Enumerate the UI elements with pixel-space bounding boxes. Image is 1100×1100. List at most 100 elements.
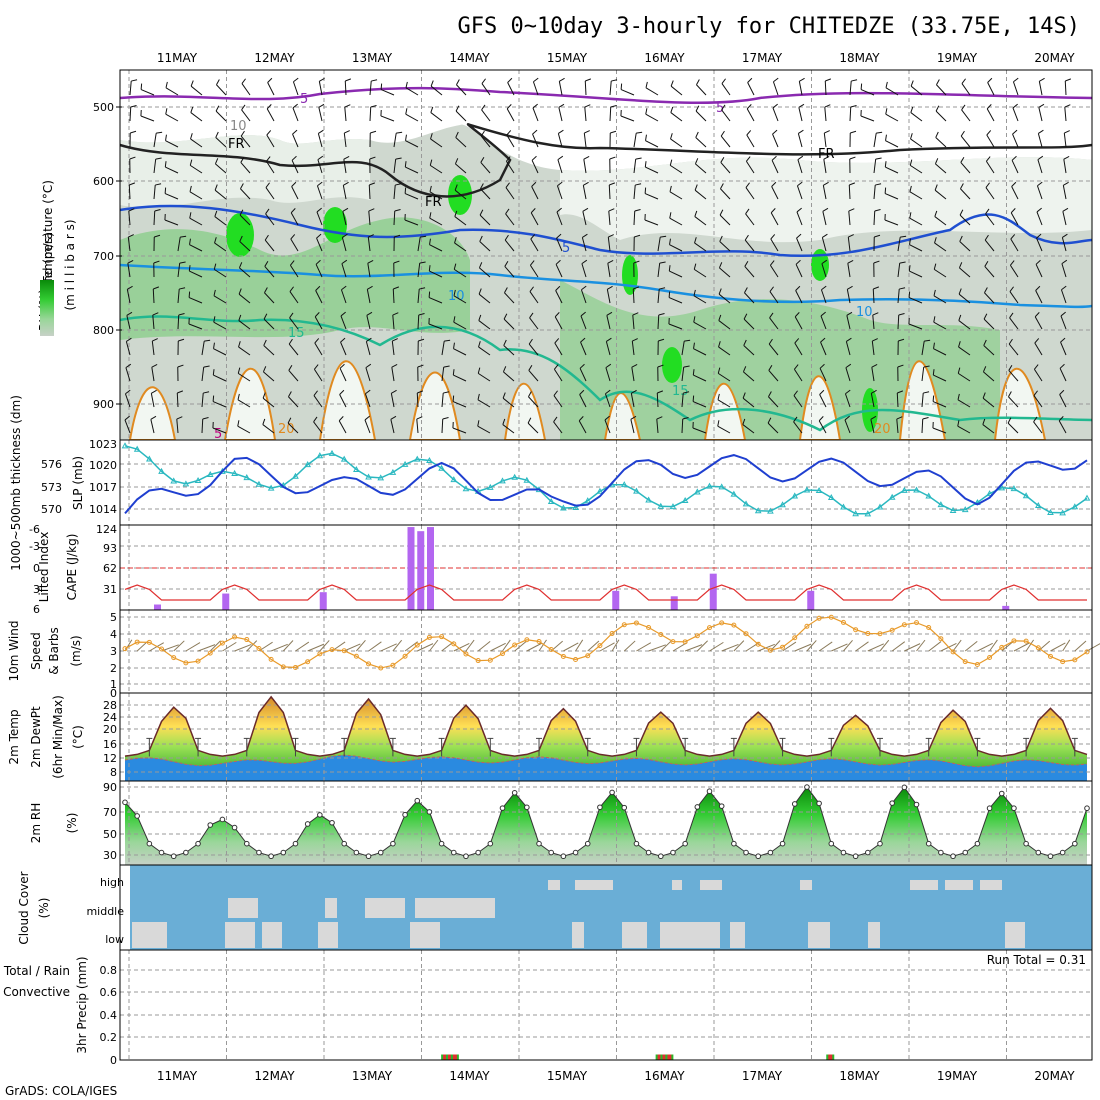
wind-barb-feather bbox=[288, 391, 292, 398]
thickness-marker bbox=[718, 483, 726, 490]
wind-barb bbox=[503, 318, 515, 330]
tick-label: 1023 bbox=[89, 438, 117, 451]
wind-barb-feather bbox=[127, 260, 134, 264]
date-label: 11MAY bbox=[157, 51, 198, 65]
tick-label: 570 bbox=[41, 503, 62, 516]
wind-barb-feather bbox=[922, 416, 929, 420]
wind-barb bbox=[1025, 639, 1035, 652]
wind-barb bbox=[380, 89, 395, 96]
date-label: 11MAY bbox=[157, 1069, 198, 1083]
wind-barb bbox=[696, 84, 707, 96]
wind-barb bbox=[441, 393, 444, 408]
credit-label: GrADS: COLA/IGES bbox=[5, 1084, 117, 1098]
wind-barb bbox=[429, 244, 443, 252]
wind-barb-feather bbox=[315, 285, 321, 291]
tick-label: 1017 bbox=[89, 481, 117, 494]
wind-barb-feather bbox=[585, 78, 592, 82]
wind-barb bbox=[263, 371, 275, 382]
wind-barb-feather bbox=[871, 364, 878, 368]
wind-barb-feather bbox=[429, 185, 432, 192]
wind-barb-feather bbox=[338, 416, 344, 422]
wind-barb-feather bbox=[1012, 103, 1018, 109]
wind-barb bbox=[128, 184, 131, 200]
wind-barb-feather bbox=[289, 312, 294, 319]
wind-barb-feather bbox=[632, 338, 638, 342]
wind-barb bbox=[213, 295, 227, 304]
contour-label: FR bbox=[228, 137, 245, 152]
wind-barb-feather bbox=[910, 106, 914, 113]
wind-speed-point bbox=[816, 615, 822, 621]
cape-bars bbox=[154, 527, 1010, 610]
thickness-marker bbox=[462, 485, 470, 492]
rh2m-point bbox=[731, 840, 737, 847]
wind-barb bbox=[933, 268, 947, 278]
wind-barb bbox=[964, 641, 978, 652]
wind-barb bbox=[1059, 394, 1067, 408]
precip-convective-label: Convective bbox=[3, 985, 70, 999]
wind-barb-feather bbox=[189, 212, 192, 219]
wind-barb bbox=[660, 640, 672, 652]
wind-barb bbox=[961, 109, 971, 122]
wind-barb-feather bbox=[1013, 77, 1019, 83]
wind-barb bbox=[693, 321, 707, 330]
thickness-marker bbox=[486, 483, 494, 490]
wind-barb-feather bbox=[645, 108, 648, 115]
wind-barb bbox=[681, 418, 684, 434]
wind-barb-feather bbox=[504, 261, 509, 267]
wind-speed-point bbox=[499, 651, 505, 657]
wind-barb-feather bbox=[481, 78, 486, 84]
wind-speed-point bbox=[877, 631, 883, 637]
wind-barb bbox=[960, 162, 971, 174]
wind-barb-feather bbox=[848, 234, 854, 238]
humid-area-1 bbox=[120, 217, 470, 340]
wind-barb-feather bbox=[131, 79, 138, 82]
wind-barb bbox=[319, 640, 330, 652]
wind-barb bbox=[897, 314, 900, 330]
wind-barb-feather bbox=[875, 157, 882, 160]
wind-barb-feather bbox=[960, 157, 965, 163]
wind-barb-feather bbox=[129, 156, 136, 160]
thickness-marker bbox=[949, 506, 957, 513]
wind-barb bbox=[453, 374, 467, 382]
dewpoint-fill bbox=[125, 755, 1087, 781]
wind-barb bbox=[768, 343, 779, 356]
rh2m-point bbox=[487, 840, 494, 847]
wind-barb-feather bbox=[818, 416, 824, 422]
wind-barb-feather bbox=[693, 289, 696, 296]
wind-barb-feather bbox=[986, 104, 992, 110]
wind-barb-feather bbox=[178, 338, 185, 342]
contour-label: FR bbox=[425, 195, 442, 210]
wind-barb bbox=[264, 239, 275, 252]
wind-barb bbox=[455, 163, 467, 174]
wind-barb bbox=[514, 640, 527, 652]
rh2m-point bbox=[913, 801, 920, 808]
wind-barb-feather bbox=[579, 389, 585, 395]
wind-barb bbox=[694, 242, 707, 252]
tick-label: -3 bbox=[29, 540, 40, 553]
wind-barb-feather bbox=[179, 287, 186, 290]
wind-barb-feather bbox=[645, 81, 648, 88]
wind-barb-feather bbox=[454, 210, 458, 217]
wind-barb bbox=[694, 216, 707, 226]
precip-convective-bar bbox=[657, 1054, 662, 1060]
wind-barb bbox=[340, 289, 347, 304]
rh2m-point bbox=[767, 849, 774, 856]
wind-barb-feather bbox=[744, 261, 749, 267]
wind-barb-feather bbox=[395, 183, 402, 186]
wind-barb bbox=[429, 639, 439, 652]
precip-axis: 0.80.60.40.20 bbox=[100, 964, 118, 1067]
wind-speed-point bbox=[914, 620, 920, 626]
wind-barb-feather bbox=[1058, 416, 1064, 422]
wind-barb bbox=[392, 639, 403, 652]
wind-barb-feather bbox=[368, 234, 374, 238]
wind-barb bbox=[237, 372, 251, 382]
wind-barb bbox=[794, 643, 812, 652]
wind-barb-feather bbox=[606, 337, 612, 342]
wind-barb-feather bbox=[823, 181, 829, 186]
tick-label: 500 bbox=[93, 101, 114, 114]
wind-barb bbox=[454, 216, 467, 226]
rh2m-point bbox=[450, 849, 457, 856]
wind-barb bbox=[265, 213, 275, 226]
rh2m-point bbox=[511, 790, 518, 796]
